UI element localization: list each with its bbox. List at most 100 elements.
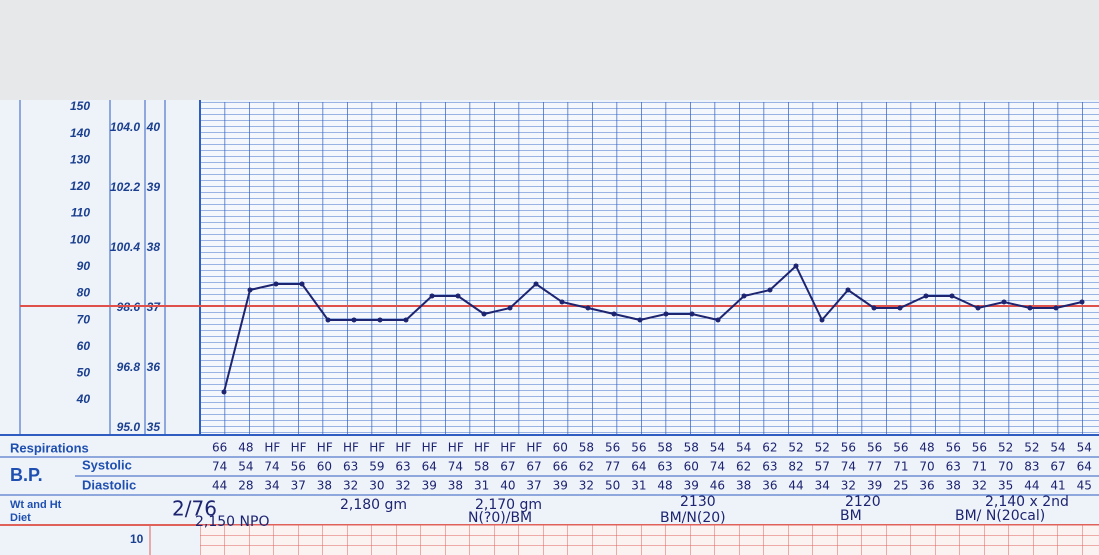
scale-label: 120: [70, 179, 90, 193]
hand-entry: 58: [474, 460, 489, 474]
trace-point: [716, 318, 721, 323]
hand-entry: 59: [369, 460, 384, 474]
trace-point: [638, 318, 643, 323]
row-label: B.P.: [10, 465, 43, 485]
blue-grid: [200, 102, 1099, 435]
page: { "scales": { "pulse": ["150", "140", "1…: [0, 0, 1099, 555]
hand-entry: HF: [500, 441, 516, 455]
hand-entry: 58: [657, 441, 672, 455]
hand-entry: 82: [788, 460, 803, 474]
hand-entry: 63: [395, 460, 410, 474]
hand-entry: 60: [317, 460, 332, 474]
hand-entry: 77: [867, 460, 882, 474]
hand-entry: 2,150 NPO: [195, 514, 269, 530]
trace-point: [300, 282, 305, 287]
wall: [0, 0, 1099, 100]
trace-point: [690, 312, 695, 317]
hand-entry: HF: [395, 441, 411, 455]
hand-entry: 56: [631, 441, 646, 455]
hand-entry: 71: [972, 460, 987, 474]
trace-point: [378, 318, 383, 323]
scale-label: 36: [147, 360, 161, 374]
hand-entry: HF: [448, 441, 464, 455]
hand-entry: HF: [474, 441, 490, 455]
hand-entry: 57: [815, 460, 830, 474]
hand-entry: 54: [710, 441, 725, 455]
hand-entry: BM/ N(20cal): [955, 508, 1045, 524]
hand-entry: 71: [893, 460, 908, 474]
trace-point: [1080, 300, 1085, 305]
hand-entry: 64: [1077, 460, 1092, 474]
scale-label: 150: [70, 99, 90, 113]
hand-entry: 74: [448, 460, 463, 474]
hand-entry: 56: [291, 460, 306, 474]
hand-entry: 58: [579, 441, 594, 455]
hand-entry: 54: [1077, 441, 1092, 455]
trace-point: [820, 318, 825, 323]
chart-photo: Respirations B.P. Systolic Diastolic Wt …: [0, 0, 1099, 555]
hand-entry: 25: [893, 479, 908, 493]
hand-entry: 74: [710, 460, 725, 474]
hand-entry: 77: [605, 460, 620, 474]
scale-label: 38: [147, 240, 161, 254]
hand-entry: 54: [1050, 441, 1065, 455]
scale-label: 35: [147, 420, 161, 434]
trace-point: [482, 312, 487, 317]
hand-entry: 63: [343, 460, 358, 474]
hand-entry: 70: [919, 460, 934, 474]
hand-entry: 50: [605, 479, 620, 493]
hand-entry: 38: [317, 479, 332, 493]
hand-entry: 67: [500, 460, 515, 474]
hand-entry: 56: [605, 441, 620, 455]
hand-entry: 48: [238, 441, 253, 455]
trace-point: [1054, 306, 1059, 311]
trace-point: [274, 282, 279, 287]
hand-entry: 40: [500, 479, 515, 493]
hand-entry: 67: [526, 460, 541, 474]
hand-entry: 34: [815, 479, 830, 493]
hand-entry: 62: [736, 460, 751, 474]
trace-point: [664, 312, 669, 317]
hand-entry: HF: [264, 441, 280, 455]
hand-entry: 54: [736, 441, 751, 455]
hand-entry: 39: [684, 479, 699, 493]
trace-point: [456, 294, 461, 299]
hand-entry: 64: [631, 460, 646, 474]
scale-label: 96.8: [117, 360, 141, 374]
hand-entry: 52: [815, 441, 830, 455]
trace-point: [534, 282, 539, 287]
hand-entry: 56: [841, 441, 856, 455]
hand-entry: 48: [919, 441, 934, 455]
hand-entry: 62: [579, 460, 594, 474]
hand-entry: 56: [867, 441, 882, 455]
hand-entry: 52: [788, 441, 803, 455]
trace-point: [768, 288, 773, 293]
scale-label: 98.6: [117, 300, 141, 314]
hand-entry: 30: [369, 479, 384, 493]
hand-entry: 46: [710, 479, 725, 493]
scale-label: 140: [70, 126, 90, 140]
hand-entry: 28: [238, 479, 253, 493]
row-label: Systolic: [82, 457, 132, 472]
trace-point: [248, 288, 253, 293]
scale-label: 100: [70, 232, 90, 246]
trace-point: [898, 306, 903, 311]
scale-label: 104.0: [110, 120, 140, 134]
scale-label: 100.4: [110, 240, 140, 254]
hand-entry: 31: [631, 479, 646, 493]
hand-entry: 67: [1050, 460, 1065, 474]
hand-entry: BM: [840, 508, 862, 524]
hand-entry: 56: [972, 441, 987, 455]
hand-entry: HF: [526, 441, 542, 455]
hand-entry: 56: [893, 441, 908, 455]
hand-entry: 60: [553, 441, 568, 455]
hand-entry: 34: [264, 479, 279, 493]
hand-entry: 62: [762, 441, 777, 455]
hand-entry: HF: [317, 441, 333, 455]
hand-entry: HF: [369, 441, 385, 455]
scale-label: 90: [77, 259, 91, 273]
hand-entry: 56: [946, 441, 961, 455]
hand-entry: 32: [343, 479, 358, 493]
hand-entry: 39: [553, 479, 568, 493]
trace-point: [612, 312, 617, 317]
